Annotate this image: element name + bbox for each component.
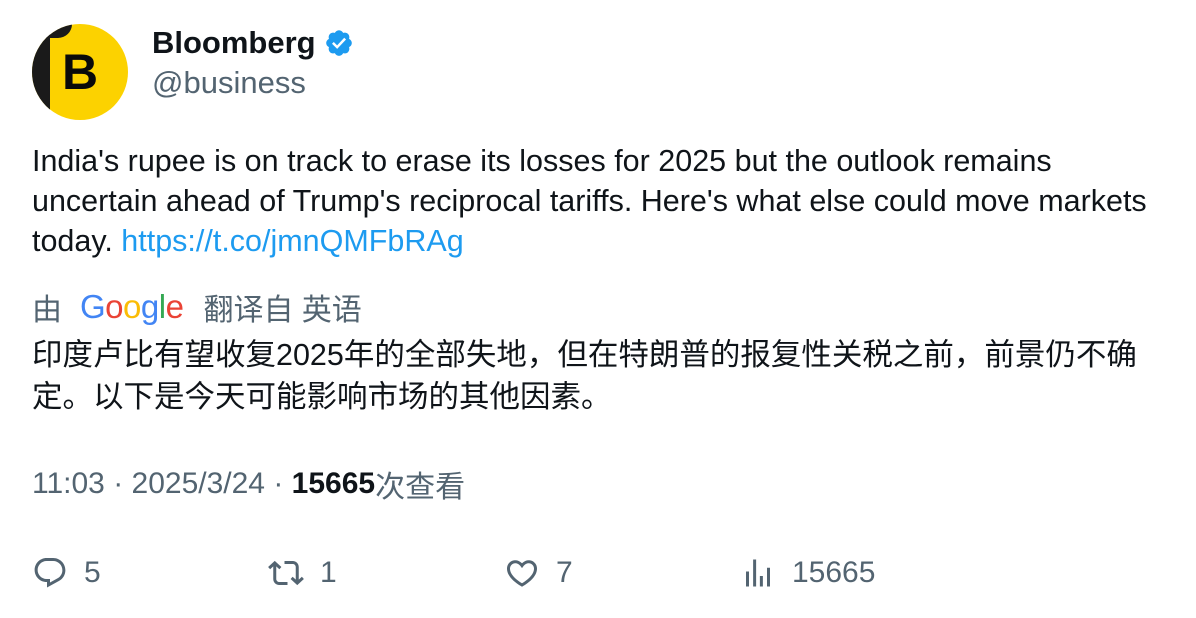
retweet-icon — [268, 555, 304, 591]
like-button[interactable]: 7 — [504, 550, 573, 596]
translation-suffix[interactable]: 翻译自 英语 — [203, 294, 362, 327]
views-action-count: 15665 — [792, 556, 876, 589]
retweet-count: 1 — [320, 556, 337, 589]
translation-prefix: 由 — [32, 294, 62, 327]
avatar-logo-letter: B — [61, 44, 99, 100]
tweet-time[interactable]: 11:03 — [32, 467, 105, 500]
analytics-bars-icon — [740, 555, 776, 591]
avatar-shadow — [32, 24, 50, 120]
author-handle[interactable]: @business — [152, 65, 306, 100]
meta-separator: · — [265, 467, 292, 500]
display-name-row: Bloomberg — [152, 24, 354, 62]
meta-separator: · — [104, 467, 132, 500]
tweet-meta: 11:03 · 2025/3/24 · 15665 次查看 — [32, 464, 465, 504]
display-name[interactable]: Bloomberg — [152, 25, 316, 60]
like-count: 7 — [556, 556, 573, 589]
author-names: Bloomberg @business — [152, 24, 354, 102]
retweet-button[interactable]: 1 — [268, 550, 337, 596]
tweet-header: B Bloomberg @business — [32, 24, 354, 120]
verified-badge-icon — [324, 28, 354, 58]
action-bar: 5 1 7 15665 — [32, 550, 1162, 596]
reply-button[interactable]: 5 — [32, 550, 101, 596]
translated-text: 印度卢比有望收复2025年的全部失地，但在特朗普的报复性关税之前，前景仍不确定。… — [32, 338, 1137, 414]
views-button[interactable]: 15665 — [740, 550, 875, 596]
tweet-date[interactable]: 2025/3/24 — [131, 467, 265, 500]
views-label: 次查看 — [375, 471, 466, 504]
reply-icon — [32, 555, 68, 591]
heart-icon — [504, 555, 540, 591]
tweet-text-body: India's rupee is on track to erase its l… — [32, 144, 1147, 258]
tweet-text: India's rupee is on track to erase its l… — [32, 141, 1162, 261]
reply-count: 5 — [84, 556, 101, 589]
tweet-link[interactable]: https://t.co/jmnQMFbRAg — [121, 224, 464, 258]
avatar[interactable]: B — [32, 24, 128, 120]
avatar-shadow-top — [32, 24, 72, 38]
views-count: 15665 — [291, 467, 376, 500]
